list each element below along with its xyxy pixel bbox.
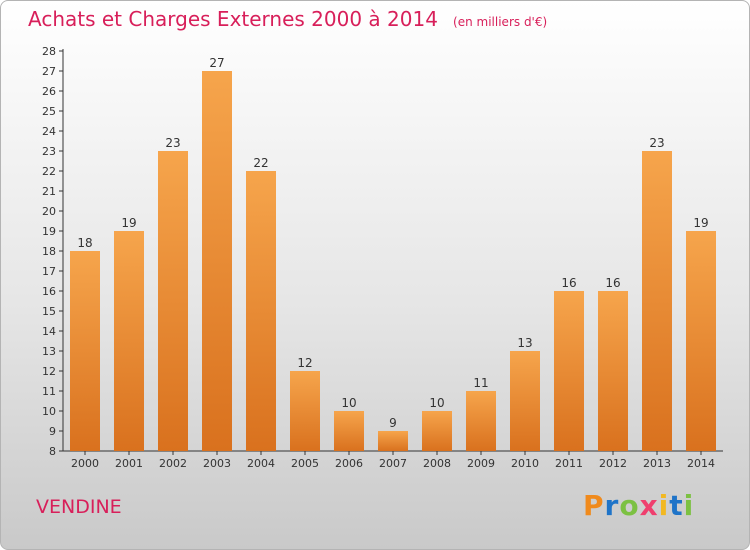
data-label-2009: 11: [473, 376, 488, 390]
y-tick-label: 11: [42, 385, 56, 398]
y-axis: 8 9 10 11 12 13 14 15 16 17 18 19 20 21 22 23 24 25 26 27 28: [42, 45, 64, 458]
bar-2012: [598, 291, 628, 451]
bars: [70, 71, 716, 451]
x-tick-label: 2012: [599, 457, 627, 470]
x-tick-label: 2005: [291, 457, 319, 470]
bar-2004: [246, 171, 276, 451]
bar-2001: [114, 231, 144, 451]
x-tick-label: 2004: [247, 457, 275, 470]
data-label-2006: 10: [341, 396, 356, 410]
data-label-2008: 10: [429, 396, 444, 410]
x-tick-label: 2013: [643, 457, 671, 470]
data-label-2011: 16: [561, 276, 576, 290]
logo-letter: P: [583, 489, 605, 522]
data-label-2002: 23: [165, 136, 180, 150]
proxiti-logo: Proxiti: [583, 489, 694, 522]
bar-2009: [466, 391, 496, 451]
bar-2013: [642, 151, 672, 451]
place-name: VENDINE: [36, 496, 122, 518]
y-tick-label: 10: [42, 405, 56, 418]
data-label-2001: 19: [121, 216, 136, 230]
y-tick-label: 24: [42, 125, 56, 138]
data-label-2013: 23: [649, 136, 664, 150]
bar-2000: [70, 251, 100, 451]
logo-letter: x: [639, 489, 659, 522]
x-tick-label: 2003: [203, 457, 231, 470]
y-tick-label: 9: [49, 425, 56, 438]
x-axis: 2000 2001 2002 2003 2004 2005 2006 2007 2008 2009…: [63, 450, 723, 470]
y-tick-label: 16: [42, 285, 56, 298]
logo-letter: i: [683, 489, 695, 522]
data-label-2014: 19: [693, 216, 708, 230]
x-tick-label: 2011: [555, 457, 583, 470]
y-tick-label: 21: [42, 185, 56, 198]
bar-2010: [510, 351, 540, 451]
data-label-2004: 22: [253, 156, 268, 170]
y-tick-label: 17: [42, 265, 56, 278]
y-tick-label: 13: [42, 345, 56, 358]
data-label-2005: 12: [297, 356, 312, 370]
y-tick-label: 23: [42, 145, 56, 158]
x-tick-label: 2014: [687, 457, 715, 470]
bar-2005: [290, 371, 320, 451]
data-label-2012: 16: [605, 276, 620, 290]
logo-letter: r: [604, 489, 620, 522]
y-tick-label: 25: [42, 105, 56, 118]
y-tick-label: 27: [42, 65, 56, 78]
x-tick-label: 2010: [511, 457, 539, 470]
y-tick-label: 18: [42, 245, 56, 258]
data-label-2007: 9: [389, 416, 397, 430]
data-label-2010: 13: [517, 336, 532, 350]
bar-2006: [334, 411, 364, 451]
y-tick-label: 8: [49, 445, 56, 458]
bar-2008: [422, 411, 452, 451]
chart-title: Achats et Charges Externes 2000 à 2014: [28, 7, 438, 31]
y-tick-label: 22: [42, 165, 56, 178]
logo-letter: t: [669, 489, 684, 522]
y-tick-label: 20: [42, 205, 56, 218]
data-labels: 18 19 23 27 22 12 10 9 10 11 13 16 16 23 19: [77, 56, 708, 430]
bar-2002: [158, 151, 188, 451]
y-tick-label: 26: [42, 85, 56, 98]
bar-2014: [686, 231, 716, 451]
y-tick-label: 28: [42, 45, 56, 58]
title-row: Achats et Charges Externes 2000 à 2014 (…: [28, 7, 547, 31]
x-tick-label: 2009: [467, 457, 495, 470]
data-label-2000: 18: [77, 236, 92, 250]
x-tick-label: 2001: [115, 457, 143, 470]
y-tick-label: 19: [42, 225, 56, 238]
y-tick-label: 15: [42, 305, 56, 318]
x-tick-label: 2006: [335, 457, 363, 470]
x-tick-label: 2000: [71, 457, 99, 470]
bar-2003: [202, 71, 232, 451]
logo-letter: i: [658, 489, 670, 522]
chart-unit-note: (en milliers d'€): [453, 15, 548, 29]
data-label-2003: 27: [209, 56, 224, 70]
y-tick-label: 14: [42, 325, 56, 338]
x-tick-label: 2007: [379, 457, 407, 470]
bar-2007: [378, 431, 408, 451]
bar-2011: [554, 291, 584, 451]
x-tick-label: 2002: [159, 457, 187, 470]
x-tick-label: 2008: [423, 457, 451, 470]
y-tick-label: 12: [42, 365, 56, 378]
logo-letter: o: [619, 489, 640, 522]
